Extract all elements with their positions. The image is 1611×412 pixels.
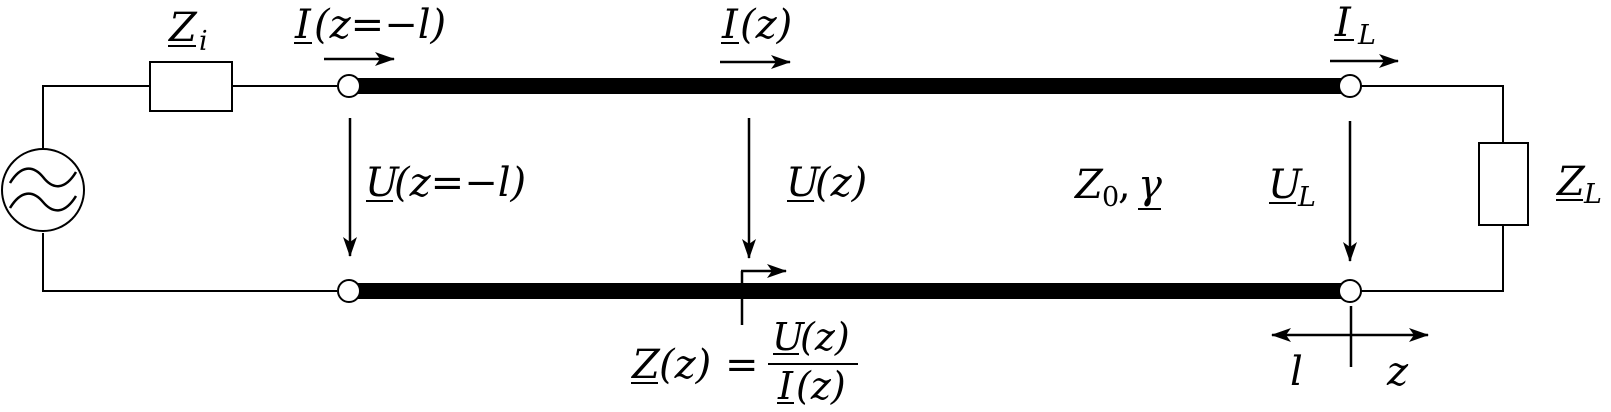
current-input-label: I (z=−l) bbox=[294, 2, 446, 48]
load-wiring bbox=[1361, 85, 1504, 292]
svg-text:Z: Z bbox=[630, 342, 661, 388]
svg-text:Z: Z bbox=[1555, 159, 1586, 205]
voltage-input-label: U (z=−l) bbox=[365, 160, 526, 206]
svg-text:Z: Z bbox=[167, 5, 198, 51]
impedance-equation: Z (z) = U (z) I (z) bbox=[630, 315, 858, 408]
load-impedance-resistor bbox=[1478, 142, 1529, 226]
svg-text:(z): (z) bbox=[796, 364, 846, 408]
current-load-label: I L bbox=[1334, 0, 1376, 51]
svg-text:I: I bbox=[721, 2, 739, 48]
ac-source-icon bbox=[1, 148, 85, 232]
source-wiring bbox=[42, 85, 337, 292]
svg-text:(z=−l): (z=−l) bbox=[394, 160, 526, 206]
line-parameters-label: Z 0 , γ bbox=[1073, 162, 1162, 213]
source-impedance-resistor bbox=[149, 61, 233, 112]
axis-label-z: z bbox=[1386, 349, 1409, 395]
svg-text:(z): (z) bbox=[800, 315, 850, 359]
svg-text:I: I bbox=[777, 364, 794, 408]
source-impedance-label: Z i bbox=[167, 5, 208, 57]
terminal-load-bottom bbox=[1338, 279, 1362, 303]
terminal-input-bottom bbox=[337, 279, 361, 303]
svg-text:U: U bbox=[1268, 162, 1303, 208]
svg-text:U: U bbox=[786, 160, 821, 206]
axis-label-l: l bbox=[1290, 349, 1303, 395]
svg-text:0: 0 bbox=[1102, 182, 1119, 213]
svg-text:I: I bbox=[294, 2, 312, 48]
svg-text:,: , bbox=[1118, 162, 1131, 208]
svg-text:(z): (z) bbox=[815, 160, 867, 206]
svg-text:I: I bbox=[1334, 0, 1352, 46]
impedance-reference-marker bbox=[740, 264, 787, 325]
svg-text:U: U bbox=[365, 160, 400, 206]
coordinate-axis bbox=[1271, 306, 1429, 367]
svg-text:L: L bbox=[1583, 179, 1602, 210]
svg-text:U: U bbox=[772, 315, 806, 359]
current-mid-label: I (z) bbox=[721, 2, 792, 48]
svg-text:i: i bbox=[199, 26, 208, 57]
svg-text:Z: Z bbox=[1073, 162, 1104, 208]
svg-text:(z): (z) bbox=[659, 342, 711, 388]
terminal-input-top bbox=[337, 74, 361, 98]
svg-text:L: L bbox=[1357, 20, 1376, 51]
svg-text:(z): (z) bbox=[740, 2, 792, 48]
svg-text:γ: γ bbox=[1138, 162, 1162, 208]
load-impedance-label: Z L bbox=[1555, 159, 1602, 210]
svg-text:L: L bbox=[1297, 182, 1316, 213]
terminal-load-top bbox=[1338, 74, 1362, 98]
voltage-load-label: U L bbox=[1268, 162, 1316, 213]
svg-text:=: = bbox=[725, 342, 759, 388]
voltage-mid-label: U (z) bbox=[786, 160, 867, 206]
svg-text:(z=−l): (z=−l) bbox=[314, 2, 446, 48]
